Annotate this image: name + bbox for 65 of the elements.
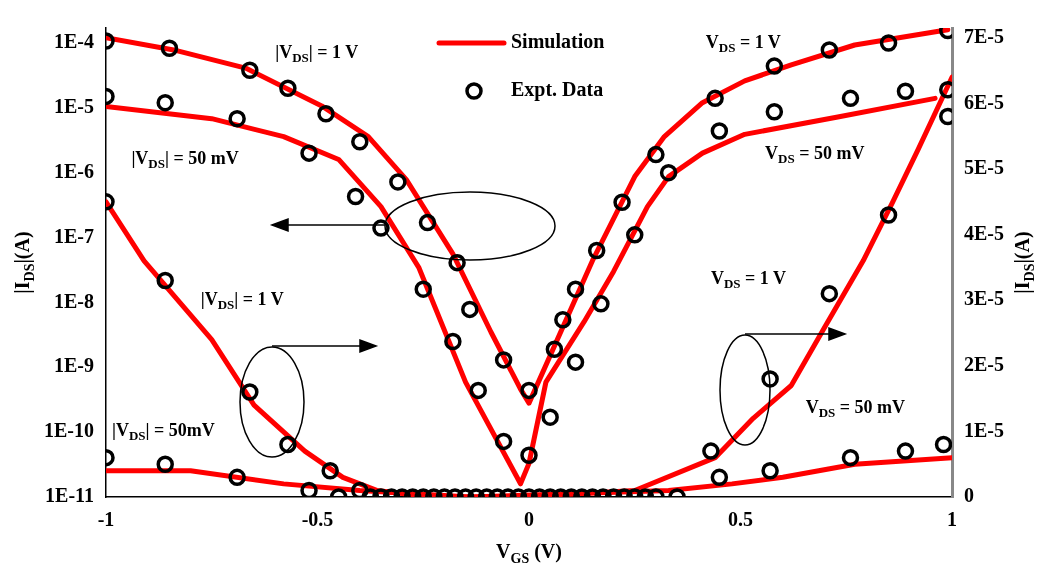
x-tick-label: 0 bbox=[524, 508, 534, 531]
point bbox=[448, 253, 466, 272]
point bbox=[520, 381, 538, 400]
point bbox=[520, 446, 538, 465]
y2-tick-label: 0 bbox=[964, 484, 974, 507]
y2-tick-label: 4E-5 bbox=[964, 221, 1004, 244]
point bbox=[469, 381, 487, 400]
point bbox=[346, 187, 365, 206]
x-tick-label: -0.5 bbox=[301, 508, 334, 531]
point bbox=[626, 226, 644, 244]
point bbox=[494, 432, 513, 451]
point bbox=[372, 219, 390, 237]
point bbox=[765, 102, 784, 121]
y2-tick-label: 6E-5 bbox=[964, 90, 1004, 113]
x-tick-label: 1 bbox=[947, 508, 957, 531]
y-tick-label: 1E-9 bbox=[54, 354, 94, 377]
point bbox=[820, 41, 839, 59]
point bbox=[444, 332, 462, 351]
point bbox=[300, 144, 318, 162]
point bbox=[418, 213, 437, 232]
point bbox=[156, 93, 174, 112]
point bbox=[879, 34, 898, 52]
point bbox=[541, 408, 559, 426]
y2-tick-label: 1E-5 bbox=[964, 418, 1004, 441]
point bbox=[554, 311, 572, 329]
point bbox=[841, 89, 860, 108]
legend-label: Expt. Data bbox=[511, 78, 604, 102]
point bbox=[461, 300, 479, 319]
y-tick-label: 1E-8 bbox=[54, 289, 94, 312]
point bbox=[566, 280, 585, 298]
point bbox=[351, 132, 369, 151]
point bbox=[566, 353, 585, 371]
point bbox=[613, 193, 631, 211]
point bbox=[765, 57, 784, 75]
y-tick-label: 1E-7 bbox=[54, 224, 94, 247]
point bbox=[389, 173, 407, 191]
y-tick-label: 1E-6 bbox=[54, 159, 94, 182]
y2-tick-label: 5E-5 bbox=[964, 156, 1004, 179]
point bbox=[545, 340, 564, 358]
point bbox=[896, 82, 915, 100]
y-tick-label: 1E-10 bbox=[44, 419, 94, 442]
y-tick-label: 1E-4 bbox=[54, 30, 94, 53]
y2-axis-title: |IDS|(A) bbox=[1011, 231, 1037, 294]
y-tick-label: 1E-11 bbox=[45, 484, 94, 507]
y-axis-title: |IDS|(A) bbox=[11, 231, 37, 294]
point bbox=[317, 105, 335, 123]
point bbox=[587, 241, 606, 260]
x-tick-label: -1 bbox=[97, 508, 115, 531]
point bbox=[414, 280, 432, 298]
point bbox=[241, 61, 259, 79]
point bbox=[710, 122, 729, 140]
point bbox=[160, 39, 179, 57]
point bbox=[647, 145, 665, 164]
point bbox=[494, 351, 513, 369]
y2-tick-label: 2E-5 bbox=[964, 352, 1004, 375]
y-tick-label: 1E-5 bbox=[54, 94, 94, 117]
point bbox=[592, 295, 610, 313]
y2-tick-label: 3E-5 bbox=[964, 287, 1004, 310]
point bbox=[279, 79, 297, 98]
x-tick-label: 0.5 bbox=[728, 508, 753, 531]
point bbox=[228, 109, 246, 128]
y2-tick-label: 7E-5 bbox=[964, 25, 1004, 48]
legend-label: Simulation bbox=[511, 30, 605, 53]
point bbox=[659, 163, 678, 182]
point bbox=[706, 89, 724, 108]
